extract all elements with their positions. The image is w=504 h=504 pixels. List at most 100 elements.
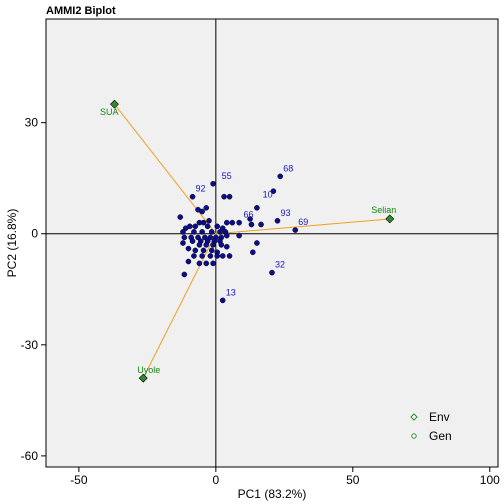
genotype-label: 66: [243, 210, 253, 220]
genotype-point: [236, 219, 242, 226]
genotype-point: [221, 193, 227, 200]
genotype-point: [223, 219, 230, 226]
genotype-point: [195, 234, 201, 241]
genotype-labels: 55 68 92 10 66 93 69 32 13: [196, 163, 309, 297]
genotype-point: [292, 227, 299, 233]
genotype-point: [223, 232, 230, 239]
genotype-point: [191, 229, 197, 235]
genotype-point: [219, 225, 226, 231]
genotype-label: 68: [283, 163, 293, 173]
genotype-point: [274, 217, 281, 224]
genotype-point: [182, 225, 189, 231]
genotype-point: [248, 221, 255, 228]
genotype-point: [208, 247, 215, 254]
genotype-point: [199, 208, 205, 215]
genotype-point: [192, 247, 199, 254]
genotype-point: [254, 205, 260, 211]
genotype-point: [217, 229, 223, 235]
genotype-point: [214, 223, 221, 230]
genotype-label: 13: [226, 287, 236, 297]
plot-panel: [45, 18, 499, 468]
genotype-point: [180, 229, 186, 235]
genotype-point: [189, 193, 196, 200]
y-axis-label: PC2 (16.8%): [5, 209, 19, 278]
y-tick-label: 0: [31, 227, 38, 241]
genotype-point: [250, 249, 256, 256]
genotype-point: [210, 260, 216, 267]
vector-selian: [215, 218, 390, 235]
legend: Env Gen: [410, 410, 452, 443]
legend-label: Gen: [429, 429, 452, 443]
env-label-uyole: Uyole: [137, 365, 160, 375]
genotype-point: [181, 271, 188, 278]
env-point-selian: [385, 214, 395, 224]
genotype-point: [199, 229, 205, 235]
x-axis-label: PC1 (83.2%): [238, 487, 307, 501]
x-tick-label: 100: [480, 473, 500, 487]
genotype-points: [177, 173, 299, 304]
genotype-point: [204, 223, 211, 230]
legend-env-marker: [410, 413, 418, 421]
genotype-point: [207, 234, 214, 241]
genotype-point: [203, 260, 210, 267]
y-tick-label: 30: [25, 116, 39, 130]
genotype-point: [229, 219, 236, 226]
genotype-point: [277, 173, 284, 180]
genotype-point: [191, 253, 197, 259]
genotype-point: [196, 242, 203, 248]
genotype-point: [226, 253, 233, 259]
genotype-point: [208, 229, 215, 235]
genotype-label: 69: [298, 217, 308, 227]
genotype-point: [192, 223, 199, 230]
genotype-point: [247, 216, 253, 222]
genotype-point: [196, 219, 203, 226]
env-label-sua: SUA: [100, 107, 119, 117]
genotype-label: 92: [196, 184, 206, 194]
genotype-point: [218, 242, 225, 248]
genotype-label: 93: [280, 208, 290, 218]
genotype-point: [185, 245, 192, 252]
genotype-label: 55: [222, 171, 232, 181]
x-axis-ticks: -50 0 50 100: [70, 467, 500, 487]
genotype-point: [258, 221, 264, 228]
genotype-point: [214, 253, 221, 259]
x-tick-label: 50: [346, 473, 360, 487]
genotype-point: [180, 240, 186, 246]
genotype-point: [254, 240, 260, 246]
genotype-point: [236, 232, 242, 239]
environment-points: SUA Selian Uyole: [100, 99, 396, 383]
x-tick-label: 0: [212, 473, 219, 487]
genotype-point: [207, 253, 214, 259]
genotype-point: [203, 205, 210, 211]
genotype-point: [185, 258, 192, 265]
genotype-point: [181, 234, 188, 241]
legend-gen-marker: [411, 433, 417, 439]
genotype-label: 10: [263, 189, 273, 199]
env-point-uyole: [138, 373, 148, 383]
genotype-point: [210, 180, 216, 187]
y-tick-label: -60: [21, 449, 39, 463]
genotype-point: [203, 242, 210, 248]
legend-label: Env: [429, 410, 450, 424]
genotype-point: [270, 188, 277, 194]
env-point-sua: [110, 99, 119, 109]
y-tick-label: -30: [21, 338, 39, 352]
genotype-point: [210, 242, 216, 248]
chart-title: AMMI2 Biplot: [46, 5, 116, 17]
genotype-point: [223, 243, 230, 250]
genotype-point: [199, 253, 205, 259]
y-axis-ticks: -60 -30 0 30: [21, 116, 46, 463]
genotype-point: [206, 217, 212, 224]
x-tick-label: -50: [70, 473, 88, 487]
env-label-selian: Selian: [371, 205, 396, 215]
genotype-point: [177, 214, 184, 220]
genotype-point: [200, 247, 207, 254]
genotype-point: [226, 193, 233, 200]
genotype-point: [219, 253, 226, 259]
genotype-point: [219, 297, 226, 304]
genotype-point: [189, 238, 196, 244]
genotype-point: [269, 269, 275, 276]
genotype-point: [202, 234, 208, 241]
genotype-point: [196, 260, 203, 267]
